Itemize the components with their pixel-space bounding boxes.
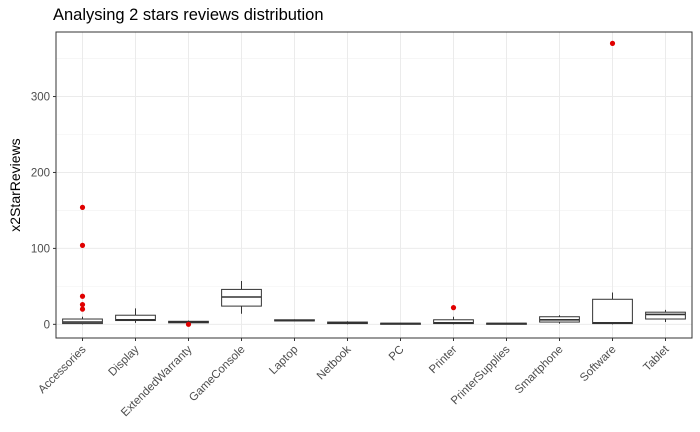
- box-printersupplies: [486, 322, 527, 325]
- outlier-point: [79, 204, 86, 210]
- box-smartphone: [539, 315, 580, 324]
- x-tick-label: Tablet: [641, 343, 672, 374]
- y-axis: 0 100 200 300: [31, 92, 56, 331]
- box-accessories: [62, 316, 103, 325]
- x-axis: Accessories DisplayExtendedWarrantyGameCo…: [36, 338, 672, 419]
- x-tick-label: Netbook: [315, 343, 354, 382]
- y-tick-label: 0: [44, 319, 50, 331]
- box-pc: [380, 322, 421, 325]
- box-body: [592, 298, 633, 325]
- box-printer: [433, 316, 474, 325]
- x-tick-label: Printer: [427, 344, 460, 377]
- outlier-point: [79, 301, 86, 308]
- x-tick-label: Accessories: [36, 343, 88, 395]
- y-tick-label: 200: [31, 167, 50, 179]
- outlier-point: [79, 293, 86, 299]
- box-display: [115, 308, 156, 323]
- x-tick-label: GameConsole: [187, 344, 247, 404]
- outlier-points: [79, 40, 616, 327]
- outlier-point: [79, 242, 86, 248]
- box-laptop: [274, 319, 315, 322]
- box-netbook: [327, 321, 368, 325]
- x-tick-label: PC: [387, 344, 407, 364]
- y-axis-title: x2StarReviews: [7, 138, 23, 231]
- plot-panel: [56, 32, 692, 338]
- box-body: [645, 311, 686, 320]
- x-tick-label: Display: [106, 343, 141, 378]
- box-series: [62, 281, 686, 325]
- x-tick-label: Laptop: [267, 344, 300, 377]
- outlier-point: [609, 40, 616, 46]
- y-tick-label: 100: [31, 243, 50, 255]
- outlier-point: [185, 321, 192, 327]
- box-software: [592, 292, 633, 325]
- outlier-point: [450, 305, 457, 311]
- chart-title: Analysing 2 stars reviews distribution: [53, 6, 324, 24]
- x-tick-label: Software: [578, 344, 619, 385]
- outlier-point: [79, 306, 86, 312]
- plot-border: [55, 31, 693, 339]
- box-gameconsole: [221, 281, 262, 314]
- x-tick-label: Smartphone: [513, 344, 566, 397]
- box-tablet: [645, 309, 686, 323]
- y-tick-label: 300: [31, 92, 50, 104]
